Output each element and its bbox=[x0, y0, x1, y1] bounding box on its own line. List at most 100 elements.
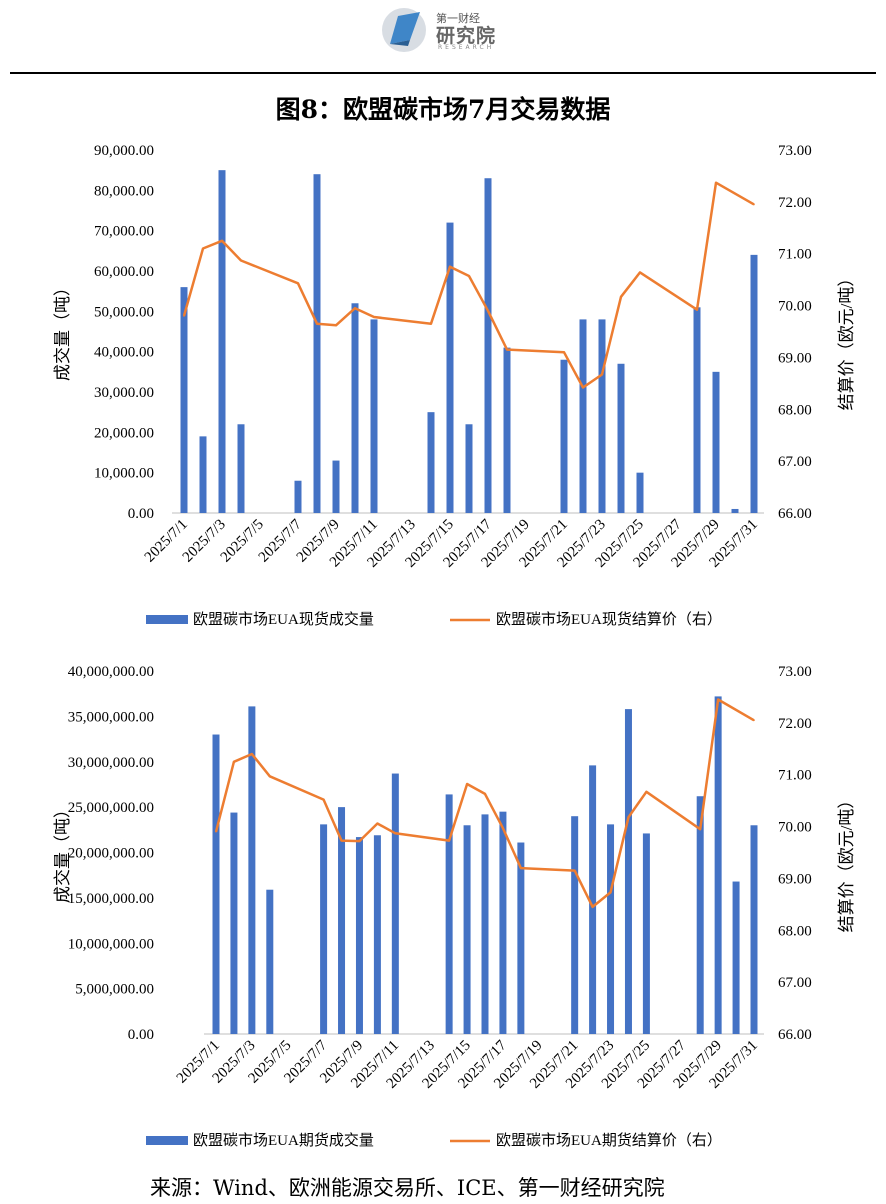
volume-bar bbox=[617, 363, 625, 513]
right-tick-label: 70.00 bbox=[778, 299, 812, 315]
price-point bbox=[466, 783, 468, 785]
price-point bbox=[627, 816, 630, 819]
price-point bbox=[221, 239, 223, 242]
left-tick-label: 50,000.00 bbox=[94, 304, 154, 320]
price-point bbox=[582, 386, 584, 389]
right-tick-label: 66.00 bbox=[778, 506, 812, 522]
volume-bar bbox=[463, 825, 471, 1034]
price-point bbox=[506, 348, 508, 351]
volume-bar bbox=[484, 178, 492, 513]
price-point bbox=[753, 719, 755, 722]
price-point bbox=[520, 867, 522, 869]
right-tick-label: 70.00 bbox=[778, 820, 812, 836]
volume-bar bbox=[579, 319, 587, 513]
price-point bbox=[699, 828, 701, 830]
volume-bar bbox=[598, 319, 606, 513]
price-point bbox=[468, 275, 470, 277]
source-note: 来源：Wind、欧洲能源交易所、ICE、第一财经研究院 bbox=[150, 1176, 665, 1200]
volume-bar bbox=[332, 460, 340, 513]
left-tick-label: 30,000,000.00 bbox=[68, 755, 154, 771]
volume-bar bbox=[445, 794, 453, 1034]
logo-emblem-icon bbox=[382, 8, 426, 52]
volume-bar bbox=[465, 424, 473, 513]
left-tick-label: 10,000,000.00 bbox=[68, 936, 154, 952]
volume-bar bbox=[355, 837, 363, 1034]
volume-bar bbox=[313, 174, 321, 513]
price-point bbox=[620, 295, 622, 298]
price-line bbox=[182, 181, 755, 389]
left-tick-label: 20,000.00 bbox=[94, 425, 154, 441]
volume-bar bbox=[218, 170, 226, 513]
left-tick-label: 30,000.00 bbox=[94, 385, 154, 401]
logo-text-top: 第一财经 bbox=[436, 12, 480, 25]
price-point bbox=[215, 830, 217, 833]
logo-text-sub: RESEARCH bbox=[438, 44, 495, 51]
right-tick-label: 73.00 bbox=[778, 664, 812, 680]
volume-bar bbox=[517, 842, 525, 1034]
right-tick-label: 67.00 bbox=[778, 975, 812, 991]
price-point bbox=[335, 324, 337, 327]
price-point bbox=[696, 308, 698, 311]
volume-bar bbox=[607, 824, 615, 1034]
volume-bar bbox=[391, 773, 399, 1034]
price-point bbox=[645, 791, 648, 793]
figure-title: 图8：欧盟碳市场7月交易数据 bbox=[275, 95, 611, 124]
volume-bar bbox=[294, 480, 302, 513]
volume-bar bbox=[446, 222, 454, 513]
left-tick-label: 40,000,000.00 bbox=[68, 664, 154, 680]
volume-bar bbox=[624, 709, 632, 1034]
volume-bar bbox=[571, 816, 579, 1034]
volume-bar bbox=[750, 825, 758, 1034]
volume-bar bbox=[351, 303, 359, 513]
price-point bbox=[753, 203, 755, 206]
left-tick-label: 0.00 bbox=[128, 506, 154, 522]
price-point bbox=[715, 181, 717, 184]
right-tick-label: 69.00 bbox=[778, 350, 812, 366]
price-point bbox=[563, 351, 565, 354]
left-tick-label: 5,000,000.00 bbox=[75, 982, 154, 998]
logo-text-main: 研究院 bbox=[436, 25, 497, 47]
price-point bbox=[183, 315, 185, 317]
left-tick-label: 10,000.00 bbox=[94, 466, 154, 482]
price-point bbox=[430, 322, 432, 325]
volume-bar bbox=[696, 796, 704, 1034]
left-tick-label: 35,000,000.00 bbox=[68, 709, 154, 725]
volume-bar bbox=[712, 371, 720, 513]
futures-chart: 0.00 5,000,000.00 10,000,000.00 15,000,000.… bbox=[53, 664, 856, 1149]
price-point bbox=[373, 316, 375, 318]
right-axis-title: 结算价（欧元/吨） bbox=[837, 792, 856, 933]
left-tick-label: 20,000,000.00 bbox=[68, 846, 154, 862]
price-point bbox=[601, 373, 603, 376]
right-tick-label: 72.00 bbox=[778, 195, 812, 211]
right-tick-label: 72.00 bbox=[778, 716, 812, 732]
left-tick-label: 60,000.00 bbox=[94, 264, 154, 280]
volume-bar bbox=[248, 706, 256, 1034]
price-point bbox=[269, 775, 271, 778]
volume-bar bbox=[320, 824, 328, 1034]
header-rule bbox=[10, 72, 876, 74]
price-point bbox=[487, 309, 489, 312]
right-tick-label: 71.00 bbox=[778, 768, 812, 784]
right-tick-label: 68.00 bbox=[778, 402, 812, 418]
volume-bar bbox=[199, 436, 207, 513]
price-point bbox=[354, 307, 356, 309]
volume-bar bbox=[503, 347, 511, 513]
volume-bar bbox=[180, 287, 188, 513]
volume-bar bbox=[560, 359, 568, 513]
legend-line-label: 欧盟碳市场EUA现货结算价（右） bbox=[496, 610, 722, 628]
volume-bar bbox=[370, 319, 378, 513]
price-point bbox=[358, 840, 361, 842]
legend-bar-swatch bbox=[146, 615, 188, 624]
legend-line-label: 欧盟碳市场EUA期货结算价（右） bbox=[496, 1131, 722, 1149]
right-tick-label: 71.00 bbox=[778, 247, 812, 263]
price-point bbox=[717, 698, 719, 701]
right-tick-label: 66.00 bbox=[778, 1027, 812, 1043]
legend-bar-swatch bbox=[146, 1136, 188, 1145]
volume-bar bbox=[499, 811, 507, 1034]
volume-bar bbox=[731, 508, 739, 513]
legend-bar-label: 欧盟碳市场EUA现货成交量 bbox=[193, 610, 374, 628]
volume-bar bbox=[481, 814, 489, 1034]
price-point bbox=[202, 247, 204, 250]
price-point bbox=[502, 827, 504, 829]
price-point bbox=[639, 271, 641, 274]
